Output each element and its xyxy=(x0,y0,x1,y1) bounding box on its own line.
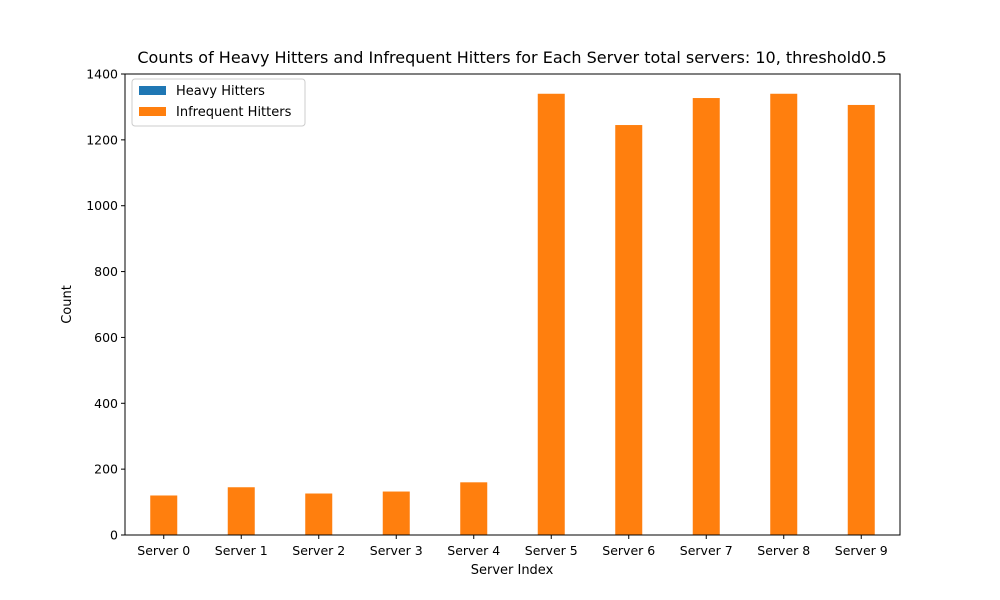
legend-label-heavy-hitters: Heavy Hitters xyxy=(176,84,265,99)
y-tick-label-6: 1200 xyxy=(86,132,118,147)
bar-infrequent-hitters-6 xyxy=(615,125,643,536)
legend: Heavy Hitters Infrequent Hitters xyxy=(131,78,306,127)
bar-infrequent-hitters-5 xyxy=(537,93,565,535)
x-tick-label-9: Server 9 xyxy=(835,543,888,558)
x-tick-label-3: Server 3 xyxy=(370,543,423,558)
y-tick-label-1: 200 xyxy=(94,462,118,477)
y-tick-label-0: 0 xyxy=(110,528,118,543)
legend-swatch-infrequent-hitters xyxy=(139,107,166,116)
y-tick-label-7: 1400 xyxy=(86,67,118,82)
x-tick-label-4: Server 4 xyxy=(447,543,500,558)
x-axis: Server 0 Server 1 Server 2 Server 3 Server 4… xyxy=(137,535,888,558)
x-tick-label-1: Server 1 xyxy=(215,543,268,558)
bar-infrequent-hitters-8 xyxy=(770,93,798,535)
bar-infrequent-hitters-2 xyxy=(305,493,333,535)
bar-infrequent-hitters-3 xyxy=(382,491,410,535)
plot-frame xyxy=(124,73,901,536)
y-tick-label-5: 1000 xyxy=(86,198,118,213)
x-tick-label-0: Server 0 xyxy=(137,543,190,558)
bar-infrequent-hitters-9 xyxy=(847,104,875,536)
bar-infrequent-hitters-1 xyxy=(227,487,255,535)
bar-infrequent-hitters-4 xyxy=(460,482,488,535)
legend-box xyxy=(131,78,306,127)
y-tick-label-3: 600 xyxy=(94,330,118,345)
x-tick-label-7: Server 7 xyxy=(680,543,733,558)
bar-infrequent-hitters-7 xyxy=(692,98,720,536)
y-tick-label-2: 400 xyxy=(94,396,118,411)
legend-swatch-heavy-hitters xyxy=(139,86,166,95)
y-axis: 0 200 400 600 800 1000 1200 1400 xyxy=(86,67,125,543)
chart-title: Counts of Heavy Hitters and Infrequent H… xyxy=(137,48,886,67)
legend-label-infrequent-hitters: Infrequent Hitters xyxy=(176,105,292,120)
y-tick-label-4: 800 xyxy=(94,264,118,279)
y-axis-label: Count xyxy=(60,285,75,324)
x-tick-label-2: Server 2 xyxy=(292,543,345,558)
bars-group xyxy=(150,93,875,536)
x-tick-label-5: Server 5 xyxy=(525,543,578,558)
x-axis-label: Server Index xyxy=(471,563,554,578)
x-tick-label-8: Server 8 xyxy=(757,543,810,558)
x-tick-label-6: Server 6 xyxy=(602,543,655,558)
bar-infrequent-hitters-0 xyxy=(150,495,178,535)
